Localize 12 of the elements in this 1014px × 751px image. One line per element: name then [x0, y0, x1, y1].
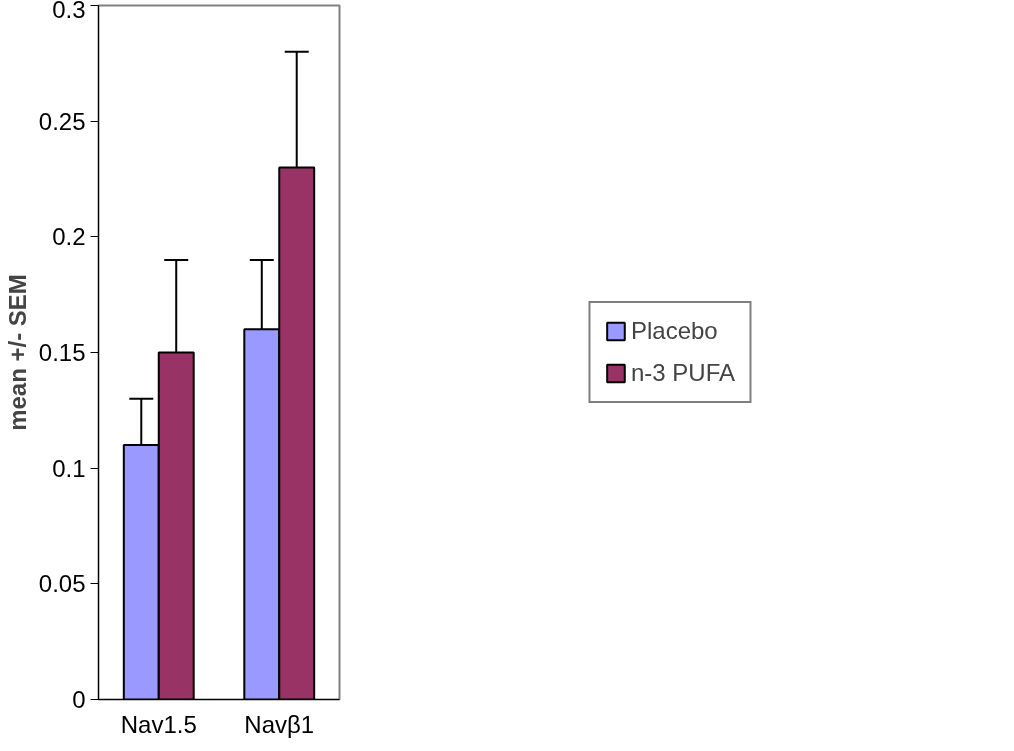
- legend-label: Placebo: [630, 317, 718, 345]
- y-tick-label: 0.05: [38, 570, 86, 598]
- y-tick-label: 0: [72, 686, 86, 713]
- x-tick-label: Navβ1: [244, 710, 315, 738]
- legend-label: n-3 PUFA: [630, 359, 736, 387]
- y-tick-label: 0.15: [38, 339, 86, 366]
- y-axis-title: mean +/- SEM: [3, 274, 31, 431]
- y-tick-label: 0.1: [52, 454, 86, 482]
- y-tick-label: 0.25: [38, 107, 86, 135]
- y-tick-label: 0.3: [52, 0, 86, 23]
- x-tick-label: Nav1.5: [120, 710, 197, 738]
- y-tick-label: 0.2: [52, 223, 86, 251]
